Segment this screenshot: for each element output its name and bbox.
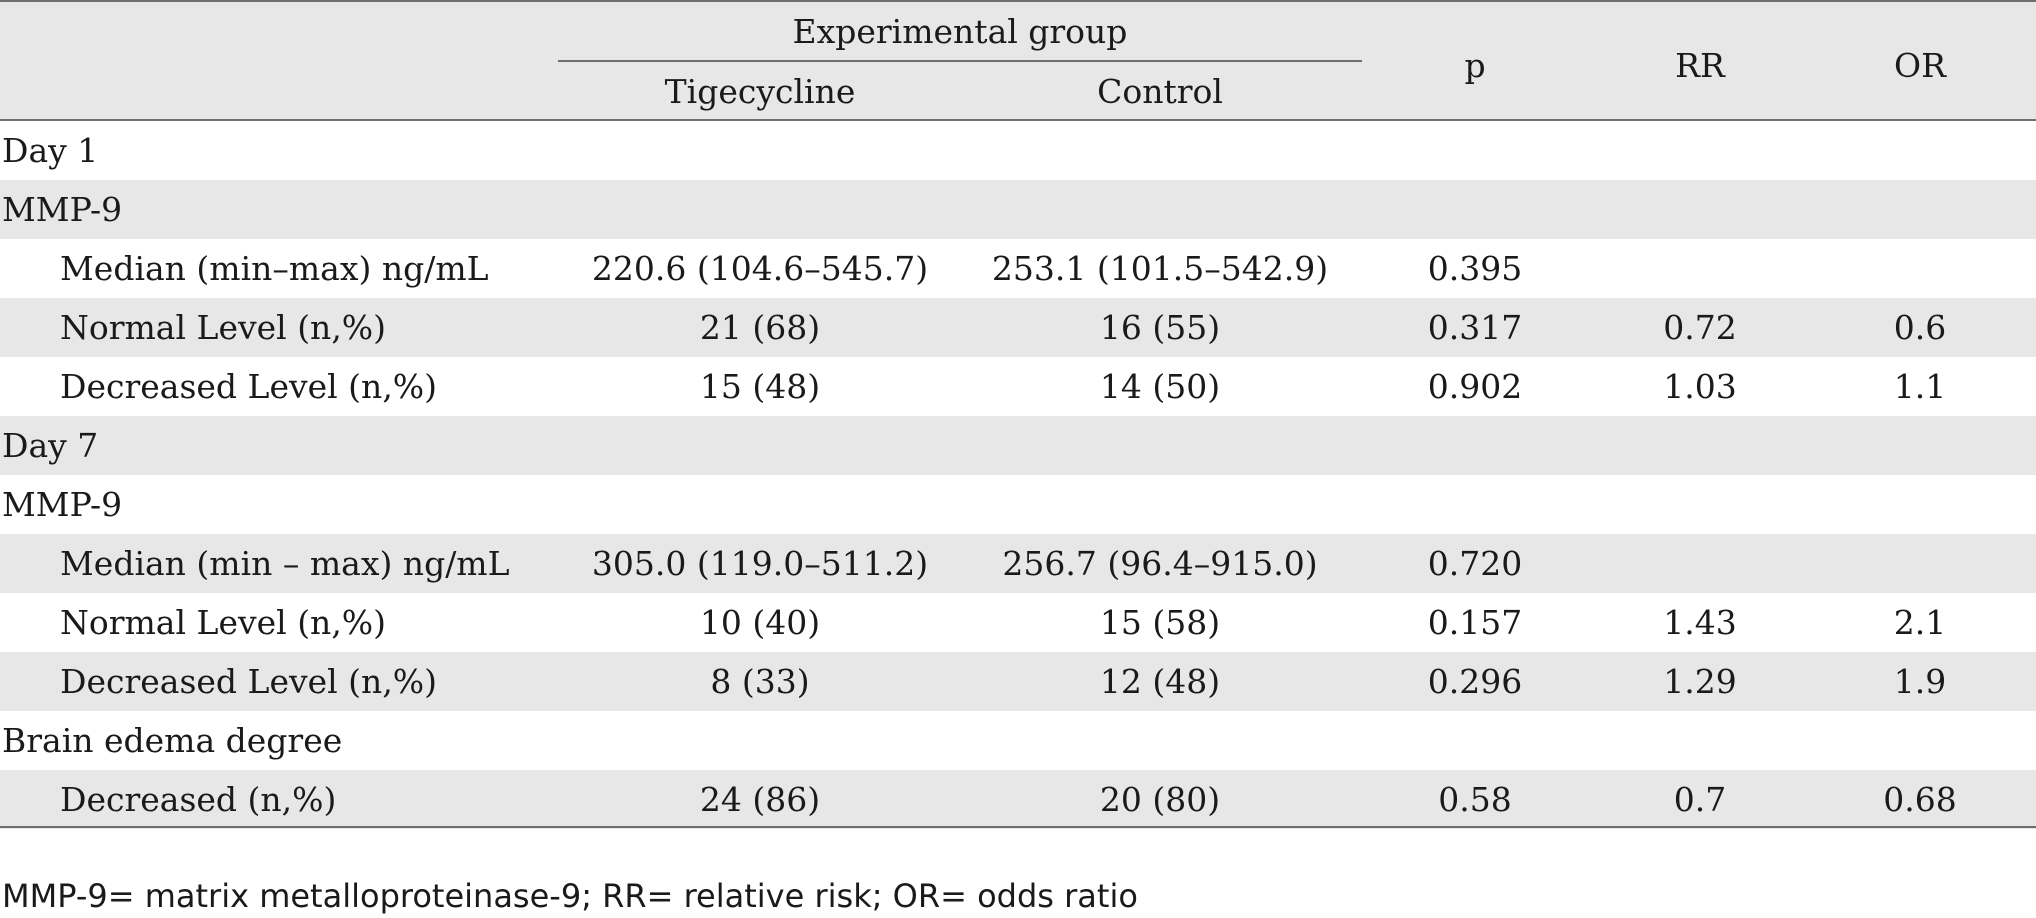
- header-control: Control: [1097, 72, 1223, 111]
- table-top-rule: [0, 0, 2036, 2]
- cell-or: [1820, 711, 2020, 770]
- cell-rr: [1600, 416, 1800, 475]
- table-row: Brain edema degree: [0, 711, 2036, 770]
- table-row: Decreased Level (n,%) 8 (33) 12 (48) 0.296 1…: [0, 652, 2036, 711]
- table-row: Median (min – max) ng/mL 305.0 (119.0–511…: [0, 534, 2036, 593]
- table-row: Decreased Level (n,%) 15 (48) 14 (50) 0.902…: [0, 357, 2036, 416]
- cell-rr: [1600, 711, 1800, 770]
- cell-control: [960, 711, 1360, 770]
- cell-or: 1.1: [1893, 367, 1947, 406]
- cell-control: 20 (80): [1099, 780, 1221, 819]
- cell-control: 14 (50): [1099, 367, 1221, 406]
- cell-or: [1820, 475, 2020, 534]
- cell-or: 0.68: [1883, 780, 1957, 819]
- cell-rr: 0.7: [1673, 780, 1727, 819]
- cell-p: [1380, 180, 1570, 239]
- cell-rr: [1600, 121, 1800, 180]
- cell-or: [1820, 534, 2020, 593]
- row-label: Median (min–max) ng/mL: [60, 249, 489, 288]
- row-label: Normal Level (n,%): [60, 308, 387, 347]
- cell-control: 256.7 (96.4–915.0): [1002, 544, 1318, 583]
- table-bottom-rule: [0, 826, 2036, 828]
- cell-tigecycline: 24 (86): [699, 780, 821, 819]
- cell-rr: 0.72: [1663, 308, 1737, 347]
- row-label: Normal Level (n,%): [60, 603, 387, 642]
- table-row: Median (min–max) ng/mL 220.6 (104.6–545.7…: [0, 239, 2036, 298]
- row-label: Median (min – max) ng/mL: [60, 544, 510, 583]
- cell-p: [1380, 711, 1570, 770]
- cell-or: [1820, 416, 2020, 475]
- header-p: p: [1464, 46, 1486, 85]
- cell-or: 0.6: [1893, 308, 1947, 347]
- row-label: Decreased (n,%): [60, 780, 337, 819]
- table-footnote: MMP-9= matrix metalloproteinase-9; RR= r…: [2, 877, 1138, 915]
- cell-p: 0.296: [1427, 662, 1523, 701]
- cell-control: [960, 475, 1360, 534]
- cell-control: 16 (55): [1099, 308, 1221, 347]
- cell-p: 0.395: [1427, 249, 1523, 288]
- cell-tigecycline: 8 (33): [710, 662, 810, 701]
- cell-tigecycline: [560, 475, 960, 534]
- table-header: Experimental group Tigecycline Control p…: [0, 2, 2036, 119]
- cell-p: 0.720: [1427, 544, 1523, 583]
- cell-p: [1380, 121, 1570, 180]
- header-experimental-group: Experimental group: [792, 12, 1128, 51]
- cell-tigecycline: [560, 711, 960, 770]
- cell-rr: [1600, 239, 1800, 298]
- table-row: Normal Level (n,%) 10 (40) 15 (58) 0.157 1.4…: [0, 593, 2036, 652]
- cell-p: 0.58: [1438, 780, 1512, 819]
- cell-tigecycline: [560, 180, 960, 239]
- cell-tigecycline: 220.6 (104.6–545.7): [591, 249, 929, 288]
- table-body: Day 1 MMP-9 Median (min–max) ng/mL 220.6 (1…: [0, 121, 2036, 829]
- cell-rr: [1600, 534, 1800, 593]
- row-label: Day 1: [2, 131, 99, 170]
- cell-rr: 1.43: [1663, 603, 1737, 642]
- row-label: Day 7: [2, 426, 99, 465]
- cell-tigecycline: 10 (40): [699, 603, 821, 642]
- cell-rr: 1.29: [1663, 662, 1737, 701]
- table-row: Day 1: [0, 121, 2036, 180]
- header-rr: RR: [1675, 46, 1725, 85]
- cell-tigecycline: 305.0 (119.0–511.2): [591, 544, 929, 583]
- cell-or: [1820, 180, 2020, 239]
- row-label: MMP-9: [2, 485, 123, 524]
- cell-control: [960, 416, 1360, 475]
- cell-rr: 1.03: [1663, 367, 1737, 406]
- cell-or: 1.9: [1893, 662, 1947, 701]
- cell-control: 253.1 (101.5–542.9): [991, 249, 1329, 288]
- cell-tigecycline: 15 (48): [699, 367, 821, 406]
- cell-control: 12 (48): [1099, 662, 1221, 701]
- cell-or: [1820, 239, 2020, 298]
- row-label: Decreased Level (n,%): [60, 662, 438, 701]
- row-label: Brain edema degree: [2, 721, 343, 760]
- table-row: Decreased (n,%) 24 (86) 20 (80) 0.58 0.7 0.68: [0, 770, 2036, 829]
- table-row: Day 7: [0, 416, 2036, 475]
- cell-tigecycline: 21 (68): [699, 308, 821, 347]
- header-tigecycline: Tigecycline: [664, 72, 856, 111]
- cell-p: [1380, 475, 1570, 534]
- cell-or: 2.1: [1893, 603, 1947, 642]
- table-row: MMP-9: [0, 475, 2036, 534]
- cell-or: [1820, 121, 2020, 180]
- cell-p: 0.157: [1427, 603, 1523, 642]
- table-header-rule: [0, 119, 2036, 121]
- cell-p: 0.902: [1427, 367, 1523, 406]
- table-row: Normal Level (n,%) 21 (68) 16 (55) 0.317 0.7…: [0, 298, 2036, 357]
- cell-p: 0.317: [1427, 308, 1523, 347]
- header-or: OR: [1894, 46, 1946, 85]
- cell-p: [1380, 416, 1570, 475]
- row-label: Decreased Level (n,%): [60, 367, 438, 406]
- row-label: MMP-9: [2, 190, 123, 229]
- cell-control: [960, 121, 1360, 180]
- cell-tigecycline: [560, 121, 960, 180]
- table-row: MMP-9: [0, 180, 2036, 239]
- cell-control: 15 (58): [1099, 603, 1221, 642]
- header-group-underline: [558, 60, 1362, 62]
- cell-control: [960, 180, 1360, 239]
- cell-tigecycline: [560, 416, 960, 475]
- cell-rr: [1600, 180, 1800, 239]
- cell-rr: [1600, 475, 1800, 534]
